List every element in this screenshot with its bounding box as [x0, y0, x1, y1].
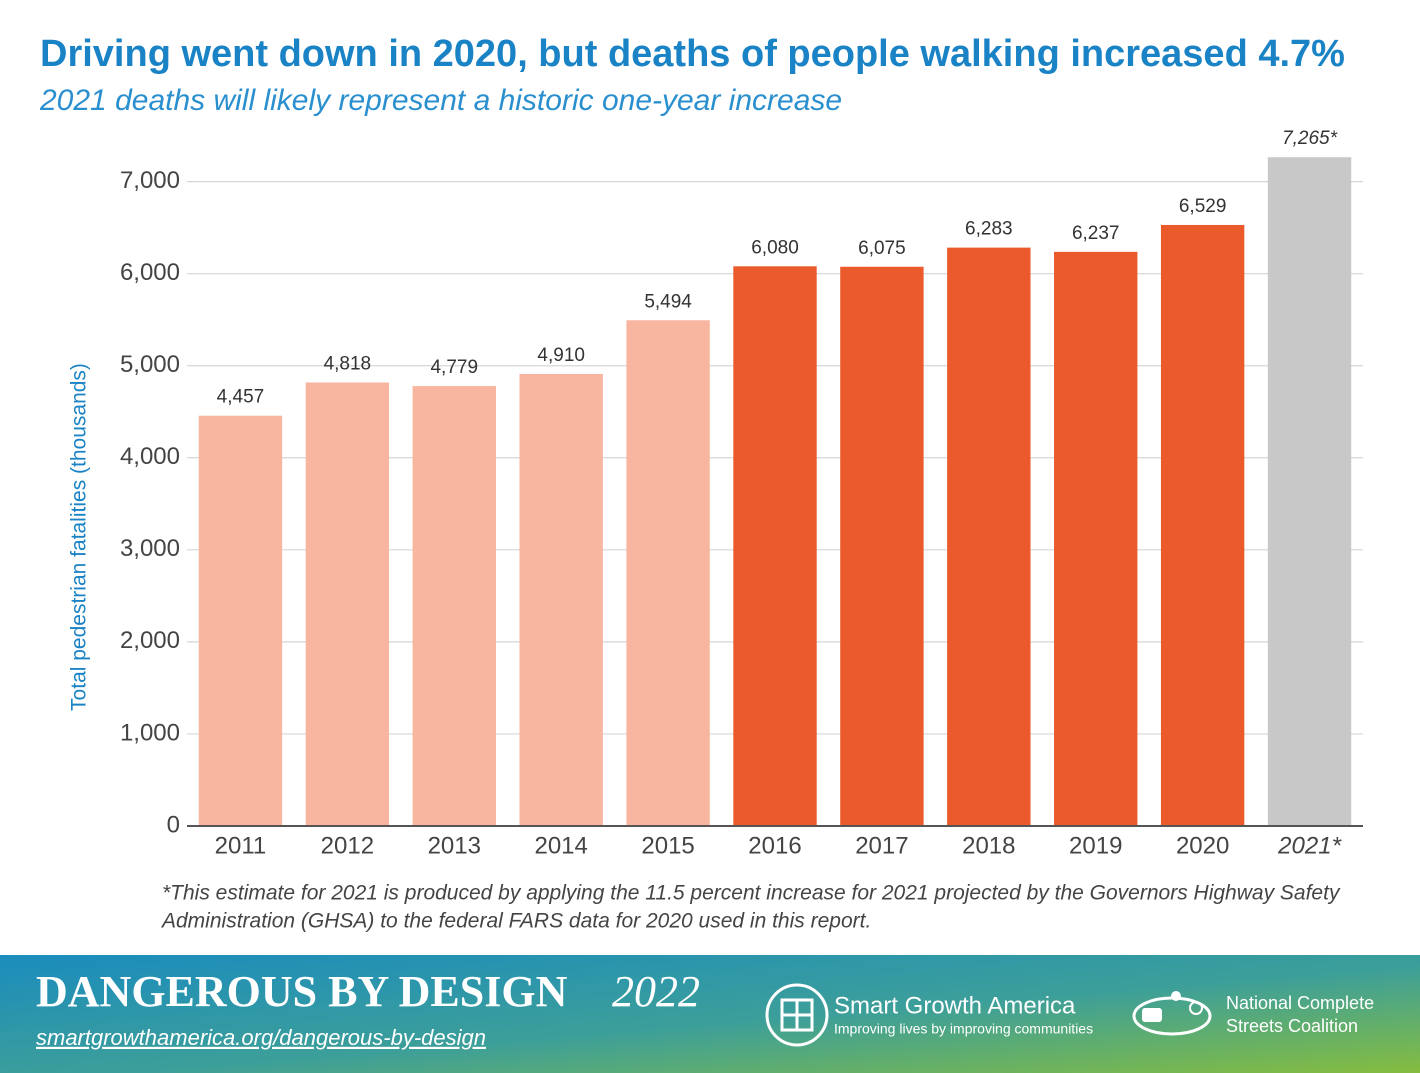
bar: [733, 266, 817, 826]
bar: [1054, 251, 1138, 826]
org2-name: National Complete: [1226, 993, 1374, 1013]
y-axis-label: Total pedestrian fatalities (thousands): [68, 363, 91, 711]
y-tick-label: 3,000: [120, 535, 180, 562]
bar: [412, 386, 496, 826]
org2-name: Streets Coalition: [1226, 1016, 1358, 1036]
x-tick-label: 2014: [534, 832, 587, 859]
value-label: 6,080: [751, 237, 799, 258]
y-tick-label: 7,000: [120, 167, 180, 194]
value-label: 4,457: [217, 387, 265, 408]
x-tick-label: 2020: [1176, 832, 1229, 859]
footer-link[interactable]: smartgrowthamerica.org/dangerous-by-desi…: [36, 1025, 486, 1050]
org1-name: Smart Growth America: [834, 992, 1076, 1019]
x-tick-label: 2015: [641, 832, 694, 859]
x-tick-label: 2013: [428, 832, 481, 859]
x-tick-label: 2019: [1069, 832, 1122, 859]
footnote: *This estimate for 2021 is produced by a…: [162, 882, 1341, 905]
x-tick-label: 2012: [321, 832, 374, 859]
chart-subtitle: 2021 deaths will likely represent a hist…: [39, 84, 842, 117]
value-label: 6,237: [1072, 223, 1120, 244]
value-label: 7,265*: [1282, 128, 1338, 149]
value-label: 4,910: [537, 345, 585, 366]
y-tick-label: 1,000: [120, 719, 180, 746]
value-label: 6,283: [965, 219, 1013, 240]
value-label: 6,075: [858, 238, 906, 259]
org1-tagline: Improving lives by improving communities: [834, 1021, 1093, 1037]
value-label: 4,818: [324, 353, 372, 374]
footer-year: 2022: [612, 967, 700, 1016]
y-tick-label: 2,000: [120, 627, 180, 654]
x-tick-label: 2017: [855, 832, 908, 859]
ncsc-logo: [1132, 991, 1212, 1036]
bar: [198, 415, 283, 826]
x-tick-label: 2011: [215, 832, 267, 859]
value-label: 4,779: [430, 357, 478, 378]
bar: [947, 247, 1031, 826]
x-tick-label: 2016: [748, 832, 801, 859]
y-tick-label: 4,000: [120, 443, 180, 470]
sga-logo: [765, 983, 829, 1047]
y-tick-label: 5,000: [120, 351, 180, 378]
bar: [626, 320, 710, 826]
value-label: 5,494: [644, 291, 692, 312]
footer-title: DANGEROUS BY DESIGN: [36, 967, 568, 1016]
bar: [1267, 157, 1352, 826]
footer-banner: [0, 955, 1420, 1073]
chart-title: Driving went down in 2020, but deaths of…: [40, 33, 1345, 75]
x-tick-label: 2018: [962, 832, 1015, 859]
y-tick-label: 0: [167, 811, 180, 838]
x-tick-label: 2021*: [1277, 832, 1341, 859]
y-tick-label: 6,000: [120, 259, 180, 286]
footnote: Administration (GHSA) to the federal FAR…: [160, 910, 871, 933]
bar: [1160, 224, 1245, 826]
value-label: 6,529: [1179, 196, 1227, 217]
bar: [840, 266, 924, 827]
bar: [305, 382, 390, 826]
bar: [519, 374, 603, 826]
